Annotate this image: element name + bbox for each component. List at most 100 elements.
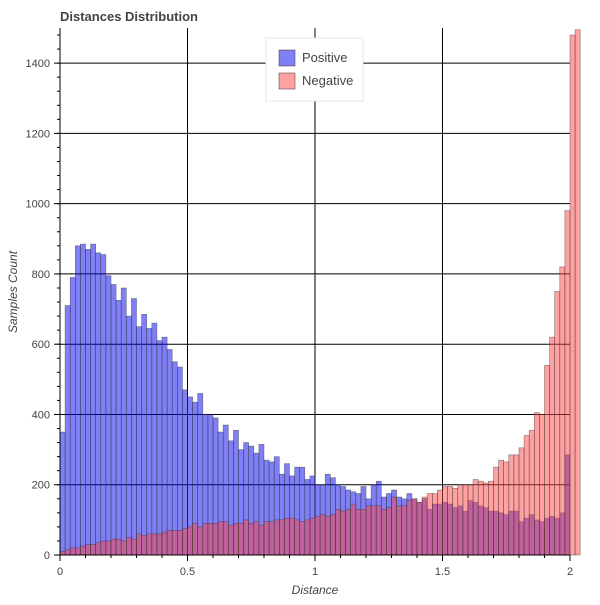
bar-negative	[416, 501, 423, 556]
bar-negative	[110, 538, 117, 556]
bar-negative	[488, 480, 494, 556]
bar-negative	[355, 509, 362, 556]
bar-positive	[59, 431, 66, 556]
bar-negative	[375, 505, 382, 556]
bar-negative	[299, 521, 306, 556]
bar-negative	[309, 517, 316, 556]
bar-positive	[100, 254, 107, 556]
bar-negative	[115, 538, 122, 556]
y-tick-label: 0	[44, 550, 50, 562]
bar-negative	[217, 521, 224, 556]
bar-negative	[278, 519, 285, 556]
bar-negative	[360, 509, 367, 556]
bar-negative	[146, 533, 153, 556]
bar-negative	[401, 505, 408, 556]
x-tick-label: 2	[567, 566, 573, 578]
bar-positive	[85, 249, 91, 556]
bar-negative	[69, 547, 76, 556]
bar-negative	[452, 487, 459, 556]
bar-negative	[370, 505, 377, 556]
bar-negative	[574, 29, 581, 556]
bar-negative	[554, 291, 561, 556]
bar-negative	[59, 551, 66, 556]
bar-negative	[437, 489, 443, 556]
bar-positive	[120, 287, 127, 556]
bar-positive	[146, 328, 153, 556]
bar-negative	[482, 482, 489, 556]
bar-negative	[345, 509, 352, 556]
bar-negative	[258, 524, 265, 556]
bar-negative	[126, 537, 132, 556]
bars	[59, 29, 581, 556]
bar-negative	[136, 533, 142, 556]
bar-negative	[212, 523, 219, 556]
bar-negative	[528, 429, 535, 556]
legend-swatch-negative	[278, 72, 296, 90]
bar-positive	[156, 340, 163, 556]
bar-negative	[166, 530, 173, 556]
bar-negative	[559, 266, 566, 556]
bar-negative	[477, 480, 484, 556]
bar-negative	[467, 484, 474, 556]
bar-negative	[329, 514, 336, 556]
bar-negative	[564, 210, 571, 556]
x-tick-label: 0.5	[180, 566, 195, 578]
bar-negative	[447, 486, 454, 556]
y-tick-label: 800	[32, 269, 50, 281]
bar-negative	[75, 547, 81, 556]
x-tick-label: 1.5	[435, 566, 450, 578]
bar-positive	[136, 326, 142, 556]
bar-negative	[156, 533, 163, 556]
legend-box	[265, 37, 364, 102]
bar-negative	[421, 496, 428, 556]
y-tick-label: 200	[32, 480, 50, 492]
y-tick-label: 400	[32, 409, 50, 421]
bar-positive	[90, 243, 96, 556]
bar-negative	[493, 466, 499, 556]
bar-negative	[365, 505, 372, 556]
bar-negative	[294, 519, 301, 556]
bar-negative	[222, 521, 229, 556]
bar-negative	[284, 517, 290, 556]
legend-swatch-positive	[278, 49, 296, 67]
bar-negative	[314, 516, 321, 556]
x-axis-label: Distance	[292, 583, 339, 597]
bar-negative	[442, 486, 448, 556]
bar-negative	[100, 540, 107, 556]
bar-negative	[350, 503, 357, 556]
bar-negative	[177, 530, 183, 556]
bar-negative	[289, 517, 295, 556]
bar-negative	[105, 540, 112, 556]
bar-negative	[273, 519, 280, 556]
bar-negative	[396, 505, 403, 556]
bar-negative	[248, 523, 255, 556]
y-tick-label: 600	[32, 339, 50, 351]
chart-title: Distances Distribution	[60, 9, 198, 24]
bar-negative	[192, 523, 199, 556]
bar-negative	[431, 493, 438, 556]
bar-positive	[95, 252, 102, 556]
bar-negative	[187, 526, 193, 556]
bar-negative	[335, 509, 341, 556]
bar-negative	[391, 496, 397, 556]
bar-negative	[64, 549, 71, 556]
bar-positive	[69, 277, 76, 556]
y-tick-label: 1000	[26, 199, 50, 211]
bar-negative	[380, 509, 387, 556]
bar-positive	[141, 314, 148, 556]
bar-negative	[569, 34, 576, 556]
legend: Positive Negative	[265, 37, 364, 102]
bar-positive	[151, 322, 158, 556]
bar-negative	[228, 524, 234, 556]
bar-negative	[202, 523, 209, 556]
bar-negative	[80, 545, 86, 556]
y-axis-label: Samples Count	[6, 250, 20, 333]
bar-negative	[268, 521, 275, 556]
y-tick-label: 1200	[26, 128, 50, 140]
bar-negative	[319, 514, 326, 556]
bar-negative	[197, 526, 204, 556]
bar-negative	[151, 533, 158, 556]
bar-negative	[253, 521, 260, 556]
bar-positive	[177, 366, 183, 556]
